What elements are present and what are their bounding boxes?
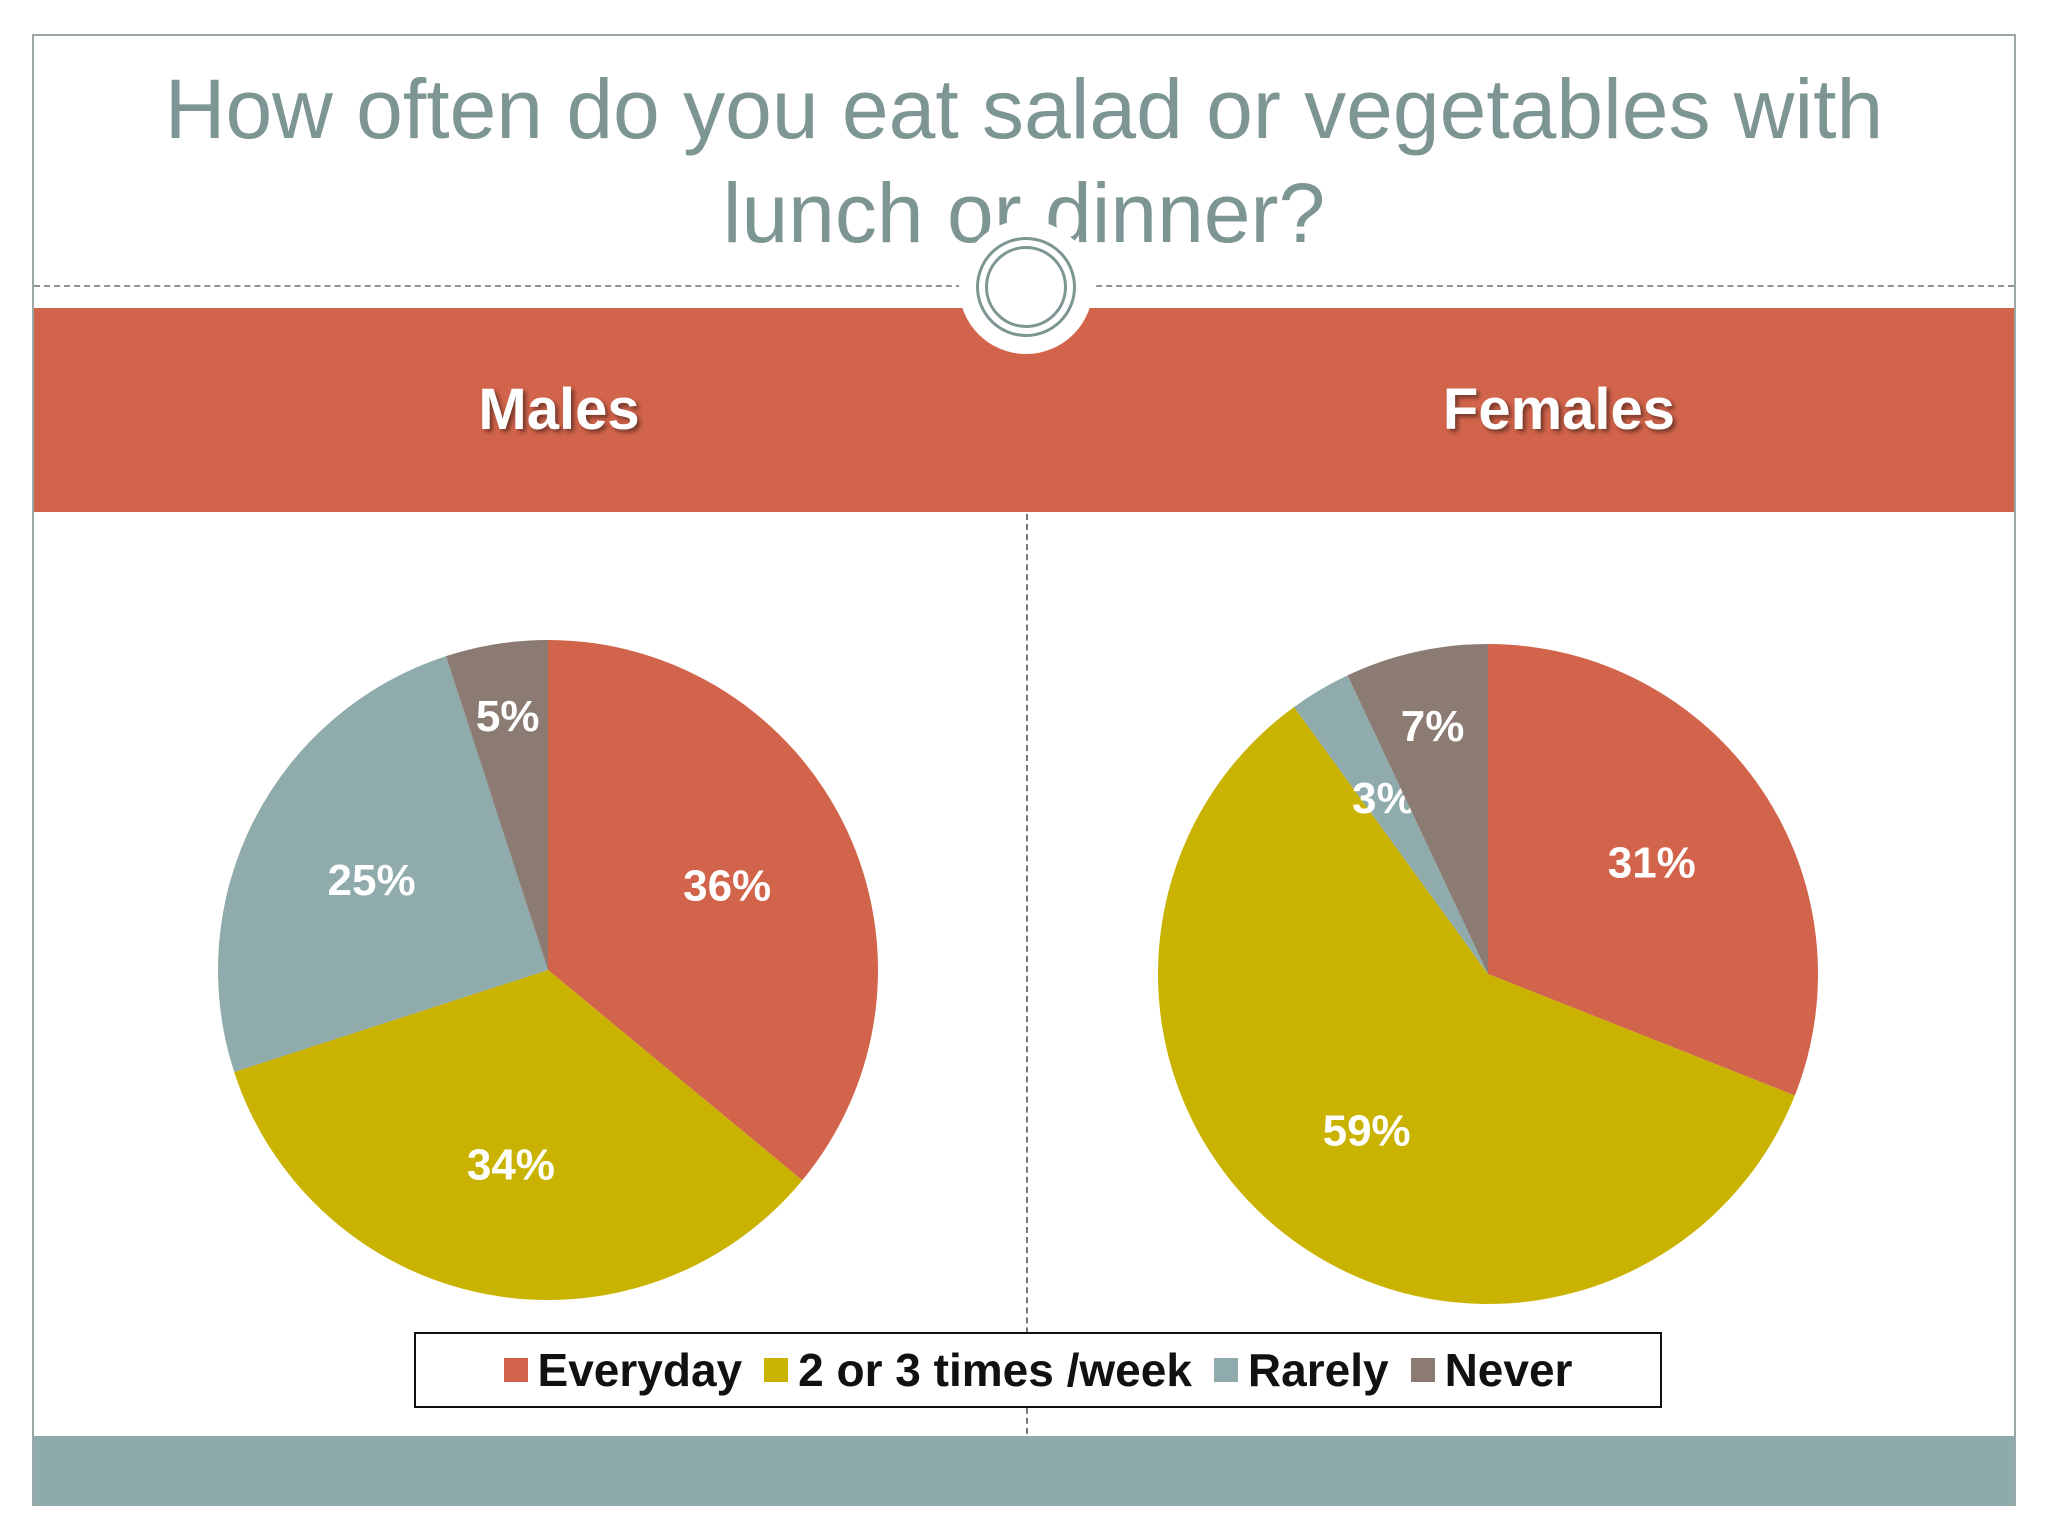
females-label-everyday: 31% — [1608, 839, 1696, 888]
legend-item-everyday: Everyday — [503, 1343, 743, 1397]
slide: How often do you eat salad or vegetables… — [32, 34, 2016, 1506]
legend-label-2-or-3-times: 2 or 3 times /week — [798, 1344, 1192, 1396]
males-label-everyday: 36% — [683, 862, 771, 911]
females-label-2-or-3-times-week: 59% — [1323, 1106, 1411, 1155]
males-slice-2-or-3-times-week — [234, 970, 803, 1300]
legend-label-rarely: Rarely — [1247, 1344, 1389, 1396]
legend-item-never: Never — [1410, 1343, 1573, 1397]
males-slice-everyday — [548, 640, 879, 1181]
males-heading: Males — [478, 377, 640, 442]
males-pie: 36% 34% 25% 5% — [218, 640, 879, 1300]
males-slice-never — [446, 640, 548, 970]
legend-swatch-never — [1410, 1358, 1435, 1382]
males-label-never: 5% — [476, 692, 540, 741]
legend-swatch-2-or-3-times — [764, 1358, 789, 1382]
females-slice-everyday — [1488, 644, 1818, 1096]
legend-swatch-everyday — [503, 1358, 528, 1382]
males-label-2-or-3-times-week: 34% — [467, 1140, 555, 1189]
females-slice-never — [1347, 644, 1488, 974]
legend-label-never: Never — [1444, 1344, 1573, 1396]
footer-bar — [34, 1436, 2014, 1506]
females-heading: Females — [1442, 377, 1676, 442]
pie-charts: 36%34%25%5% 31%59%3%7% — [218, 640, 1818, 1304]
legend-swatch-rarely — [1213, 1358, 1238, 1382]
females-slice-2-or-3-times-week — [1157, 707, 1795, 1304]
decorative-ring-inner — [985, 246, 1067, 328]
column-divider — [1026, 514, 1028, 1474]
females-label-never: 7% — [1401, 702, 1465, 751]
females-slice-rarely — [1294, 675, 1488, 974]
legend: Everyday 2 or 3 times /week Rarely Never — [414, 1332, 1662, 1408]
slide-title: How often do you eat salad or vegetables… — [164, 62, 1884, 260]
header-band: Males Females — [34, 308, 2014, 512]
legend-item-rarely: Rarely — [1213, 1343, 1389, 1397]
males-slice-rarely — [218, 656, 549, 1072]
legend-label-everyday: Everyday — [537, 1344, 743, 1396]
legend-item-2-or-3-times: 2 or 3 times /week — [764, 1343, 1192, 1397]
females-pie: 31%59%3%7% — [1157, 644, 1818, 1304]
males-label-rarely: 25% — [328, 856, 416, 905]
